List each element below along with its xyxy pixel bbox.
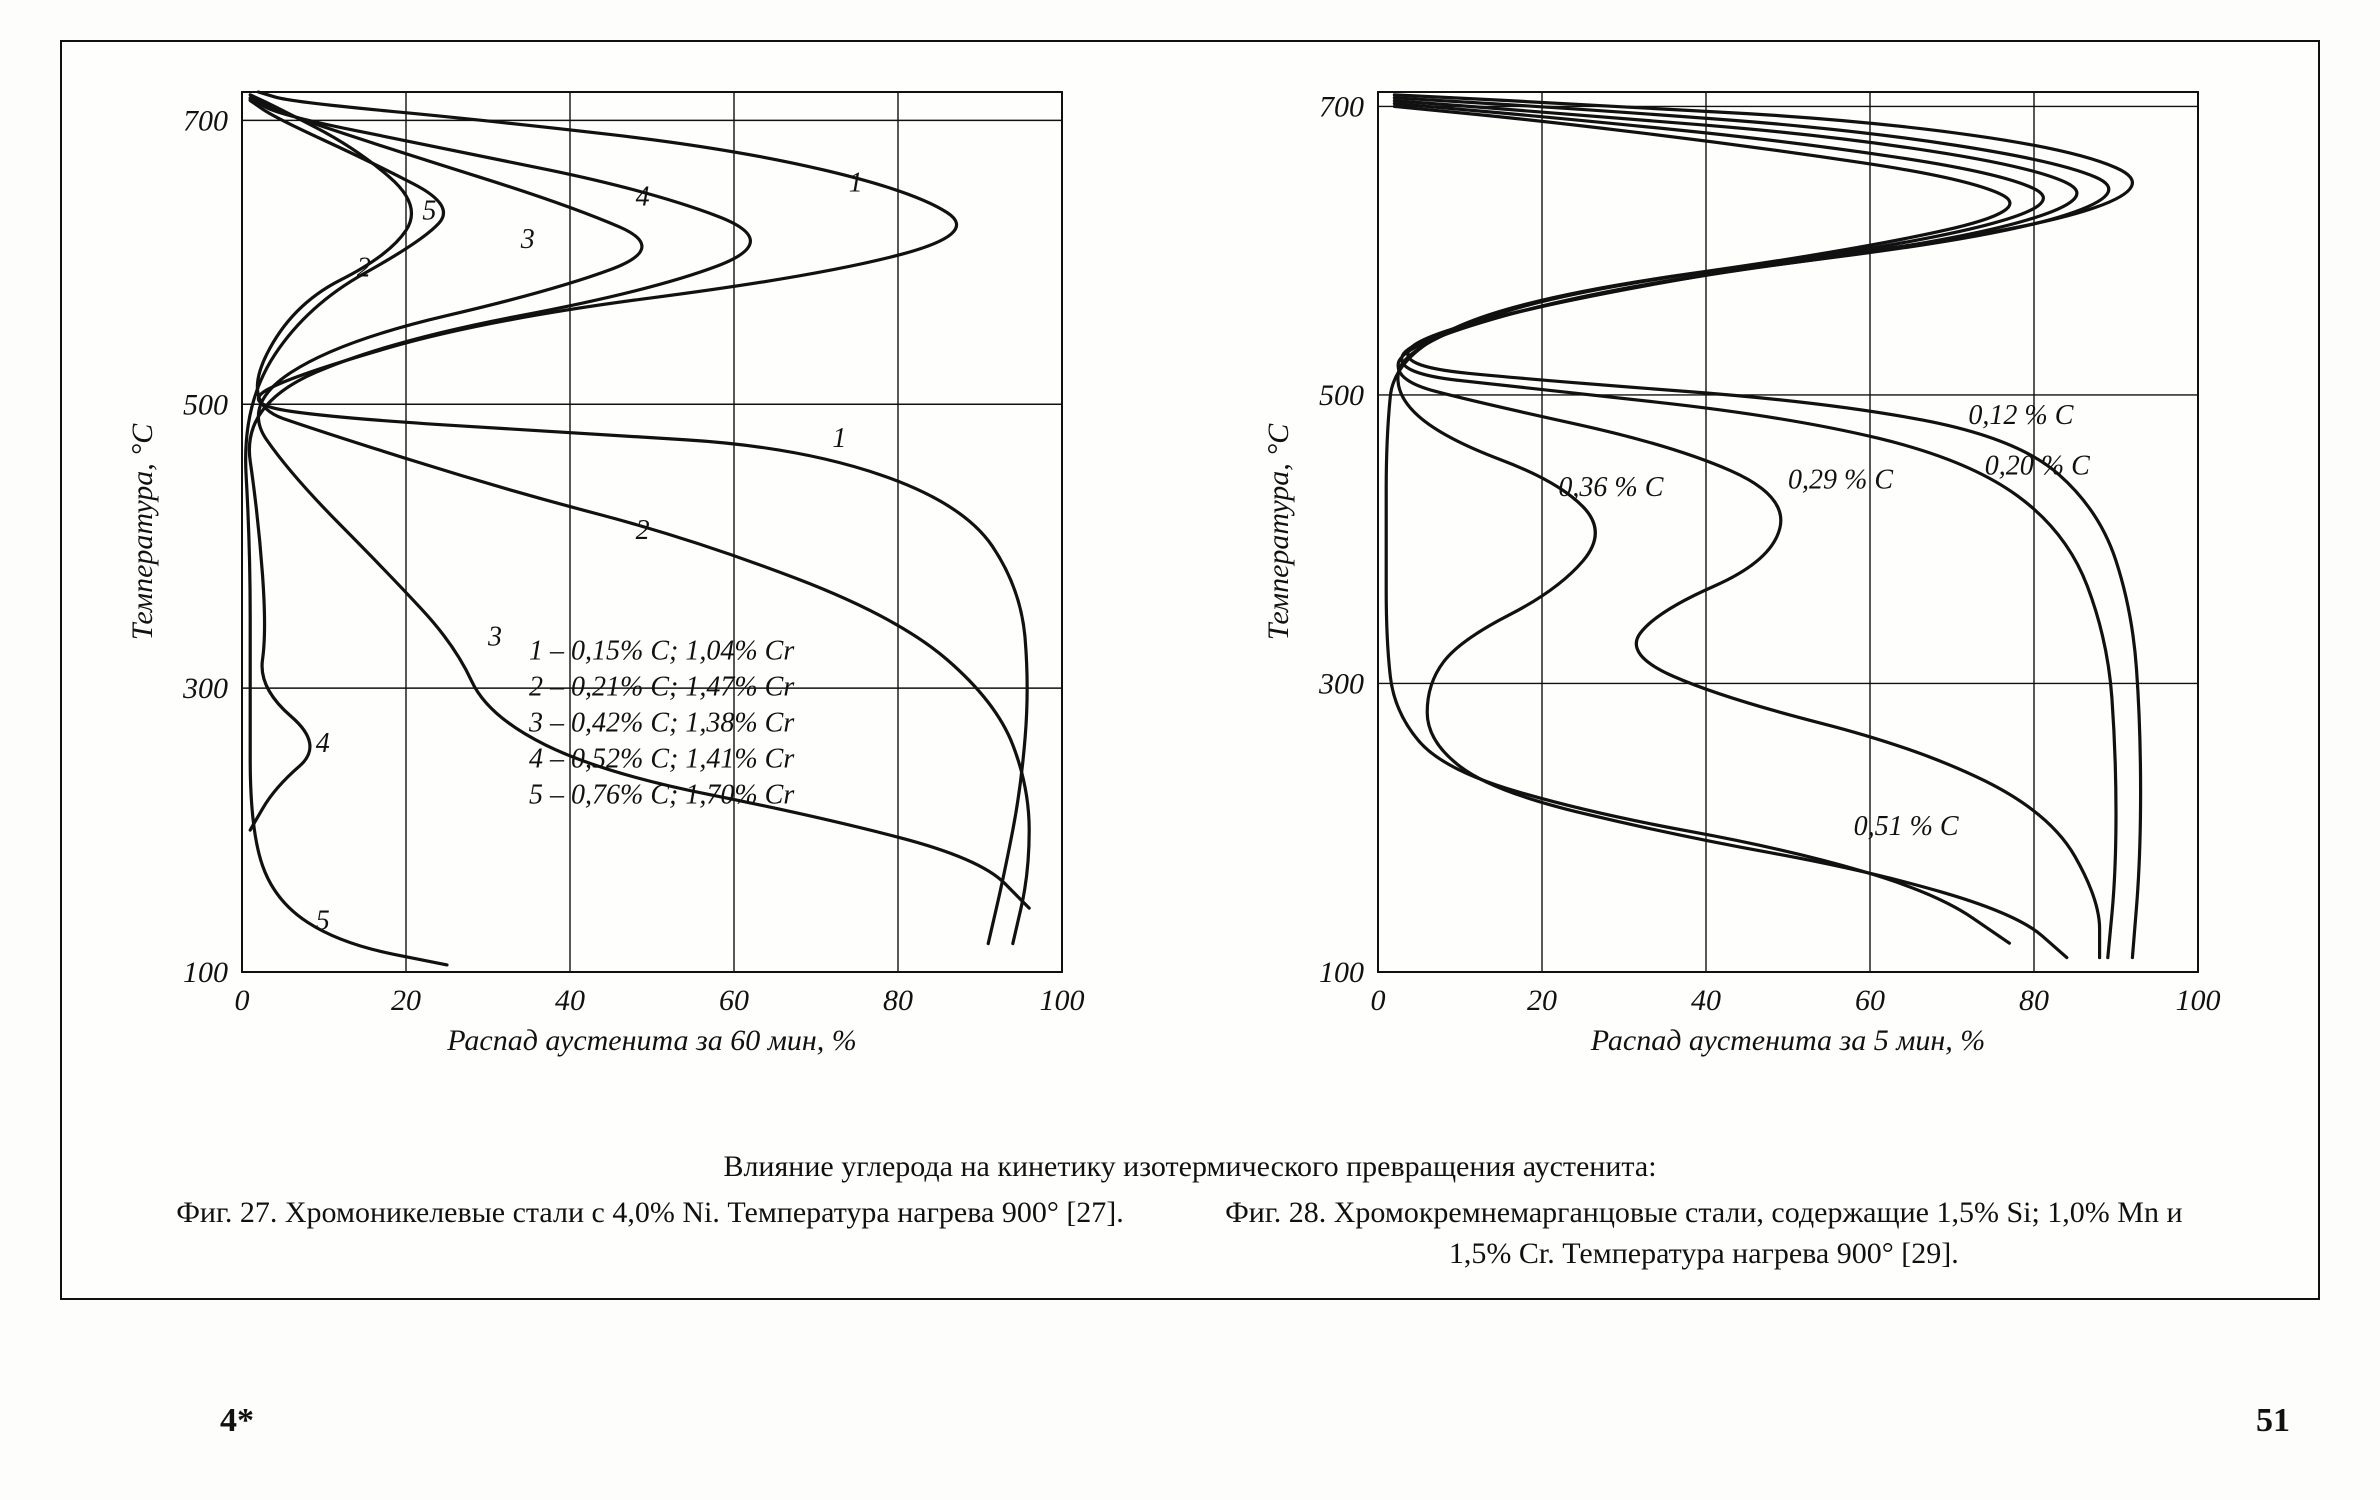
svg-text:40: 40 xyxy=(1691,984,1721,1017)
svg-text:3: 3 xyxy=(487,622,502,653)
page-root: 020406080100100300500700Распад аустенита… xyxy=(0,0,2380,1500)
svg-text:500: 500 xyxy=(183,388,228,421)
svg-text:100: 100 xyxy=(1040,984,1085,1017)
svg-text:60: 60 xyxy=(1855,984,1885,1017)
fig28-block: 0 20 40 60 80 100 100 300 500 700 Распад аустенита… xyxy=(1238,62,2278,1082)
caption-row: Фиг. 27. Хромоникелевые стали с 4,0% Ni.… xyxy=(62,1193,2318,1274)
svg-text:1: 1 xyxy=(849,167,863,198)
svg-text:80: 80 xyxy=(883,984,913,1017)
fig27-chart: 0 20 40 60 80 100 100 300 500 700 Распад аустенита… xyxy=(102,62,1142,1082)
charts-row: 020406080100100300500700Распад аустенита… xyxy=(62,42,2318,1082)
fig27-caption: Фиг. 27. Хромоникелевые стали с 4,0% Ni.… xyxy=(176,1193,1124,1274)
figure-frame: 020406080100100300500700Распад аустенита… xyxy=(60,40,2320,1300)
svg-text:5: 5 xyxy=(422,196,436,227)
svg-text:4: 4 xyxy=(636,182,650,213)
svg-text:5: 5 xyxy=(316,905,330,936)
page-number: 51 xyxy=(2256,1402,2290,1440)
svg-text:4: 4 xyxy=(316,728,330,759)
svg-text:2 – 0,21% C; 1,47% Cr: 2 – 0,21% C; 1,47% Cr xyxy=(529,672,794,703)
svg-text:4 – 0,52% C; 1,41% Cr: 4 – 0,52% C; 1,41% Cr xyxy=(529,744,794,775)
svg-text:60: 60 xyxy=(719,984,749,1017)
fig28-caption: Фиг. 28. Хромокремнемарганцовые стали, с… xyxy=(1204,1193,2204,1274)
svg-text:0,12 % C: 0,12 % C xyxy=(1968,400,2073,431)
svg-text:300: 300 xyxy=(182,672,228,705)
svg-text:80: 80 xyxy=(2019,984,2049,1017)
svg-text:700: 700 xyxy=(183,104,228,137)
svg-text:100: 100 xyxy=(1319,956,1364,989)
svg-text:Температура, °C: Температура, °C xyxy=(126,423,159,640)
svg-text:700: 700 xyxy=(1319,90,1364,123)
shared-caption: Влияние углерода на кинетику изотермичес… xyxy=(62,1147,2318,1188)
svg-text:0,36 % C: 0,36 % C xyxy=(1558,472,1663,503)
svg-text:5 – 0,76% C; 1,70% Cr: 5 – 0,76% C; 1,70% Cr xyxy=(529,780,794,811)
svg-text:Распад аустенита за 5 мин, %: Распад аустенита за 5 мин, % xyxy=(1590,1024,1986,1057)
svg-text:0,20 % C: 0,20 % C xyxy=(1985,450,2090,481)
svg-text:1: 1 xyxy=(832,423,846,454)
svg-text:0: 0 xyxy=(235,984,250,1017)
svg-text:0: 0 xyxy=(1371,984,1386,1017)
svg-text:0,51 % C: 0,51 % C xyxy=(1854,811,1959,842)
svg-text:Распад аустенита за 60 мин, %: Распад аустенита за 60 мин, % xyxy=(446,1024,857,1057)
svg-text:100: 100 xyxy=(183,956,228,989)
svg-text:20: 20 xyxy=(1527,984,1557,1017)
captions: Влияние углерода на кинетику изотермичес… xyxy=(62,1147,2318,1275)
svg-text:20: 20 xyxy=(391,984,421,1017)
sheet-mark: 4* xyxy=(220,1402,254,1440)
svg-text:100: 100 xyxy=(2176,984,2221,1017)
svg-text:1 – 0,15% C; 1,04% Cr: 1 – 0,15% C; 1,04% Cr xyxy=(529,636,794,667)
svg-text:2: 2 xyxy=(636,515,650,546)
svg-text:40: 40 xyxy=(555,984,585,1017)
svg-text:3 – 0,42% C; 1,38% Cr: 3 – 0,42% C; 1,38% Cr xyxy=(528,708,794,739)
svg-text:3: 3 xyxy=(520,224,535,255)
svg-text:500: 500 xyxy=(1319,379,1364,412)
fig27-block: 0 20 40 60 80 100 100 300 500 700 Распад аустенита… xyxy=(102,62,1142,1082)
svg-text:300: 300 xyxy=(1318,667,1364,700)
fig28-chart: 0 20 40 60 80 100 100 300 500 700 Распад аустенита… xyxy=(1238,62,2278,1062)
svg-text:0,29 % C: 0,29 % C xyxy=(1788,465,1893,496)
svg-text:Температура, °C: Температура, °C xyxy=(1262,423,1295,640)
svg-text:2: 2 xyxy=(357,253,371,284)
